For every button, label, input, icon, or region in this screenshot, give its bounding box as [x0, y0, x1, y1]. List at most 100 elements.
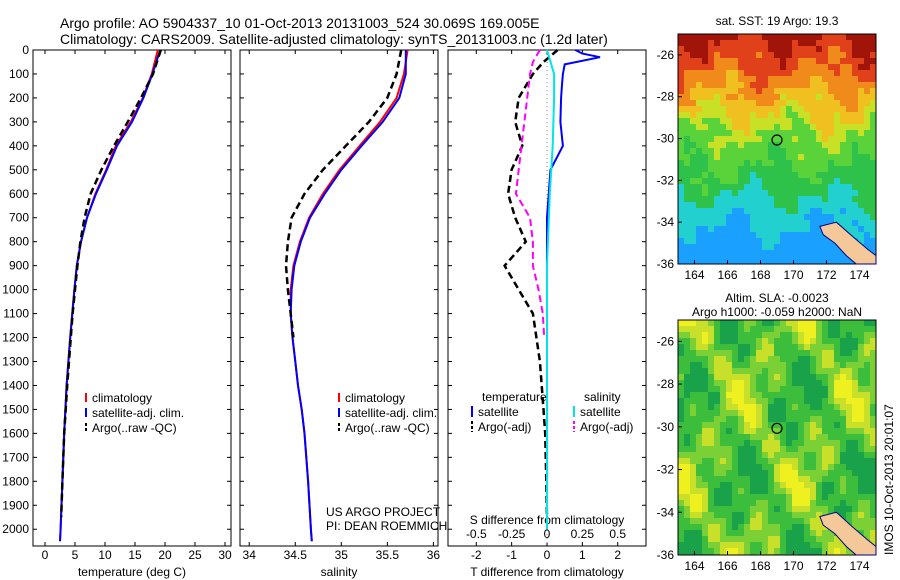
- y-tick-label: 1100: [3, 307, 29, 321]
- map-x-tick-label: 166: [717, 268, 737, 282]
- y-tick-label: 600: [9, 187, 29, 201]
- series-line-salinity-argo-adj-: [514, 49, 546, 338]
- legend-title-salinity: salinity: [584, 390, 621, 404]
- x-tick-label: 36: [427, 548, 441, 562]
- x-tick-label: 35.5: [376, 548, 400, 562]
- map-frame: [677, 319, 877, 556]
- series-line-climatology: [289, 49, 409, 542]
- x-axis-label: T difference from climatology: [470, 565, 624, 579]
- x-tick-label: 34: [243, 548, 257, 562]
- secondary-x-tick-label: -0.5: [466, 527, 487, 541]
- map-y-tick-label: -30: [657, 132, 675, 146]
- argo-location-marker: [771, 422, 783, 434]
- map-y-tick-label: -32: [657, 173, 675, 187]
- y-tick-label: 1900: [2, 498, 29, 512]
- map-y-tick-label: -28: [657, 377, 675, 391]
- legend-label: satellite-adj. clim.: [92, 406, 184, 420]
- x-tick-label: 15: [128, 548, 142, 562]
- map-panel-1: 164 166 168 170 172 174 -26 -28 -30 -32 -34 -36: [657, 33, 877, 282]
- x-tick-label: -1: [506, 548, 517, 562]
- argo-location-marker: [771, 134, 783, 146]
- y-tick-label: 900: [9, 259, 29, 273]
- x-axis-label: salinity: [321, 565, 358, 579]
- legend-label: Argo(-adj): [478, 420, 531, 434]
- annotation-line1: US ARGO PROJECT: [326, 505, 441, 519]
- map-x-tick-label: 172: [816, 559, 836, 573]
- map-x-tick-label: 172: [816, 268, 836, 282]
- y-tick-label: 1200: [2, 331, 29, 345]
- legend-label: climatology: [345, 391, 405, 405]
- legend-label: satellite-adj. clim.: [345, 406, 437, 420]
- y-tick-label: 1600: [2, 426, 29, 440]
- map-y-tick-label: -34: [657, 505, 675, 519]
- annotation-line2: PI: DEAN ROEMMICH: [326, 519, 447, 533]
- y-tick-label: 1300: [2, 354, 29, 368]
- map-x-tick-label: 174: [849, 559, 869, 573]
- map-field: [678, 320, 876, 555]
- map-y-tick-label: -28: [657, 90, 675, 104]
- map-x-tick-label: 164: [684, 559, 704, 573]
- map-x-tick-label: 168: [750, 559, 770, 573]
- x-tick-label: 25: [188, 548, 202, 562]
- map-x-tick-label: 164: [684, 268, 704, 282]
- secondary-x-tick-label: 0.25: [571, 527, 595, 541]
- map-y-tick-label: -32: [657, 463, 675, 477]
- series-line-temperature-satellite: [546, 49, 601, 530]
- legend-label: satellite: [580, 405, 621, 419]
- land-shape: [819, 511, 877, 556]
- series-line-salinity-satellite: [546, 49, 556, 530]
- map-y-tick-label: -26: [657, 334, 675, 348]
- legend-label: Argo(..raw -QC): [345, 421, 430, 435]
- y-tick-label: 700: [9, 211, 29, 225]
- x-tick-label: 35: [335, 548, 349, 562]
- land-shape: [819, 221, 877, 265]
- panel-frame: [32, 49, 232, 547]
- map-panel-2: 164 166 168 170 172 174 -26 -28 -30 -32 -34 -36: [657, 319, 877, 573]
- imos-timestamp: IMOS 10-Oct-2013 20:01:07: [882, 404, 896, 555]
- map-y-tick-label: -36: [657, 548, 675, 562]
- series-line-temperature-argo-adj-: [503, 49, 559, 518]
- y-tick-label: 800: [9, 235, 29, 249]
- y-tick-label: 200: [9, 91, 29, 105]
- x-tick-label: -2: [471, 548, 482, 562]
- x-tick-label: 10: [98, 548, 112, 562]
- map-x-tick-label: 168: [750, 268, 770, 282]
- legend-label: climatology: [92, 391, 152, 405]
- series-line-satellite-adj-clim-: [289, 50, 407, 542]
- x-tick-label: 20: [158, 548, 172, 562]
- secondary-x-tick-label: -0.25: [498, 527, 526, 541]
- legend-title-temperature: temperature: [482, 390, 547, 404]
- profile-panel-1: 0 5 10 15 20 25 300100200300400500600700800900…: [2, 43, 232, 579]
- legend-label: Argo(..raw -QC): [92, 421, 177, 435]
- y-tick-label: 0: [22, 43, 29, 57]
- x-tick-label: 34.5: [284, 548, 308, 562]
- legend-label: satellite: [478, 405, 519, 419]
- sst-map-title: sat. SST: 19 Argo: 19.3: [716, 14, 839, 28]
- y-tick-label: 2000: [2, 522, 29, 536]
- y-tick-label: 500: [9, 163, 29, 177]
- series-line-satellite-adj-clim-: [59, 49, 162, 542]
- map-x-tick-label: 170: [783, 268, 803, 282]
- series-line-argo-raw-qc-: [59, 49, 162, 518]
- y-tick-label: 100: [9, 67, 29, 81]
- x-tick-label: 0: [42, 548, 49, 562]
- y-tick-label: 1800: [2, 474, 29, 488]
- legend-label: Argo(-adj): [580, 420, 633, 434]
- series-line-argo-raw-qc-: [284, 49, 403, 338]
- x-tick-label: 0: [544, 548, 551, 562]
- y-tick-label: 1500: [2, 402, 29, 416]
- y-tick-label: 1400: [2, 378, 29, 392]
- map-x-tick-label: 170: [783, 559, 803, 573]
- map-field: [678, 34, 876, 264]
- x-tick-label: 1: [579, 548, 586, 562]
- x-tick-label: 2: [614, 548, 621, 562]
- x-axis-label: temperature (deg C): [78, 565, 186, 579]
- y-tick-label: 1700: [2, 450, 29, 464]
- map-x-tick-label: 166: [717, 559, 737, 573]
- map-x-tick-label: 174: [849, 268, 869, 282]
- y-tick-label: 400: [9, 139, 29, 153]
- header-line1: Argo profile: AO 5904337_10 01-Oct-2013 …: [60, 15, 540, 31]
- y-tick-label: 1000: [2, 283, 29, 297]
